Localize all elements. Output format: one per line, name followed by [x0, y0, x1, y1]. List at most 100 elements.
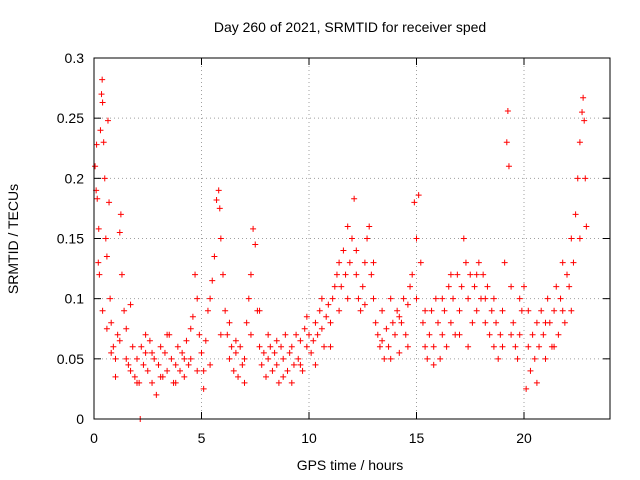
data-point	[361, 259, 368, 266]
data-point	[361, 301, 368, 308]
data-point	[415, 192, 422, 199]
data-point	[116, 229, 123, 236]
data-point	[503, 139, 510, 146]
data-point	[338, 283, 345, 290]
y-axis-label: SRMTID / TECUs	[5, 184, 21, 294]
data-point	[430, 361, 437, 368]
data-point	[220, 271, 226, 278]
data-point	[482, 295, 489, 302]
data-point	[325, 301, 332, 308]
data-point	[484, 283, 491, 290]
data-point	[559, 307, 566, 314]
data-point	[241, 379, 248, 386]
data-point	[576, 235, 583, 242]
data-point	[312, 319, 319, 326]
data-point	[288, 343, 295, 350]
data-point	[447, 271, 454, 278]
data-point	[404, 301, 411, 308]
data-point	[490, 343, 497, 350]
data-point	[340, 247, 347, 254]
data-point	[557, 295, 564, 302]
data-point	[295, 355, 302, 362]
data-point	[198, 349, 205, 356]
data-point	[308, 349, 315, 356]
data-point	[349, 235, 355, 242]
data-point	[103, 325, 110, 332]
data-point	[516, 295, 523, 302]
data-point	[263, 373, 269, 380]
data-point	[293, 331, 300, 338]
data-point	[551, 307, 558, 314]
data-point	[471, 283, 478, 290]
data-point	[297, 361, 304, 368]
data-point	[439, 331, 446, 338]
data-point	[413, 235, 420, 242]
data-point	[411, 199, 418, 206]
data-point	[232, 349, 239, 356]
data-point	[211, 253, 218, 260]
data-point	[114, 331, 121, 338]
data-point	[329, 295, 336, 302]
data-point	[435, 319, 441, 326]
data-point	[407, 283, 414, 290]
data-point	[112, 355, 119, 362]
data-point	[426, 331, 433, 338]
data-point	[200, 385, 207, 392]
data-point	[98, 91, 105, 98]
data-point	[533, 319, 540, 326]
data-point	[288, 379, 295, 386]
x-tick-label: 15	[409, 430, 425, 446]
data-point	[486, 331, 493, 338]
data-point	[99, 307, 106, 314]
data-point	[467, 271, 474, 278]
data-point	[456, 331, 463, 338]
data-point	[142, 349, 149, 356]
data-point	[235, 373, 242, 380]
data-point	[142, 331, 149, 338]
data-point	[510, 319, 517, 326]
data-point	[200, 367, 207, 374]
data-point	[355, 295, 362, 302]
data-point	[432, 295, 439, 302]
data-point	[127, 367, 134, 374]
data-point	[95, 225, 102, 232]
data-point	[250, 225, 257, 232]
data-point	[490, 295, 497, 302]
data-point	[570, 259, 577, 266]
data-point	[258, 361, 265, 368]
data-point	[215, 187, 222, 194]
data-point	[443, 343, 450, 350]
data-point	[194, 367, 201, 374]
data-point	[104, 117, 111, 124]
data-point	[207, 295, 214, 302]
data-point	[318, 325, 325, 332]
y-tick-label: 0.2	[65, 170, 85, 186]
data-point	[243, 319, 250, 326]
data-point	[97, 127, 104, 134]
data-point	[419, 319, 426, 326]
data-point	[306, 331, 312, 338]
data-point	[107, 295, 114, 302]
data-point	[183, 337, 190, 344]
data-point	[370, 259, 377, 266]
data-point	[379, 307, 386, 314]
data-point	[194, 295, 201, 302]
data-point	[179, 349, 186, 356]
data-point	[102, 235, 109, 242]
data-point	[256, 343, 263, 350]
data-point	[247, 271, 254, 278]
x-axis-label: GPS time / hours	[297, 457, 404, 473]
data-point	[284, 367, 291, 374]
data-point	[368, 271, 375, 278]
data-point	[469, 319, 476, 326]
data-point	[275, 379, 282, 386]
y-tick-label: 0.3	[65, 50, 85, 66]
data-point	[260, 349, 267, 356]
data-point	[566, 283, 573, 290]
data-point	[252, 241, 259, 248]
data-point	[230, 367, 237, 374]
data-point	[387, 295, 394, 302]
data-point	[475, 259, 482, 266]
data-point	[177, 367, 183, 374]
